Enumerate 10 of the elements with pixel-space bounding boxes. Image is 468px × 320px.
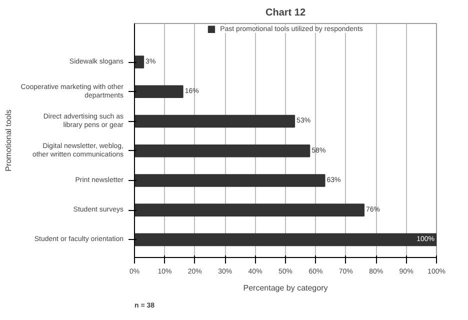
bar xyxy=(134,114,296,128)
chart-title: Chart 12 xyxy=(265,8,306,18)
bar xyxy=(134,204,365,217)
bar xyxy=(134,85,184,98)
bar xyxy=(134,144,310,158)
x-axis-title: Percentage by category xyxy=(243,284,328,292)
y-axis-title: Promotional tools xyxy=(4,110,13,172)
bar xyxy=(134,174,326,187)
bar xyxy=(134,233,436,246)
bar xyxy=(134,56,144,68)
